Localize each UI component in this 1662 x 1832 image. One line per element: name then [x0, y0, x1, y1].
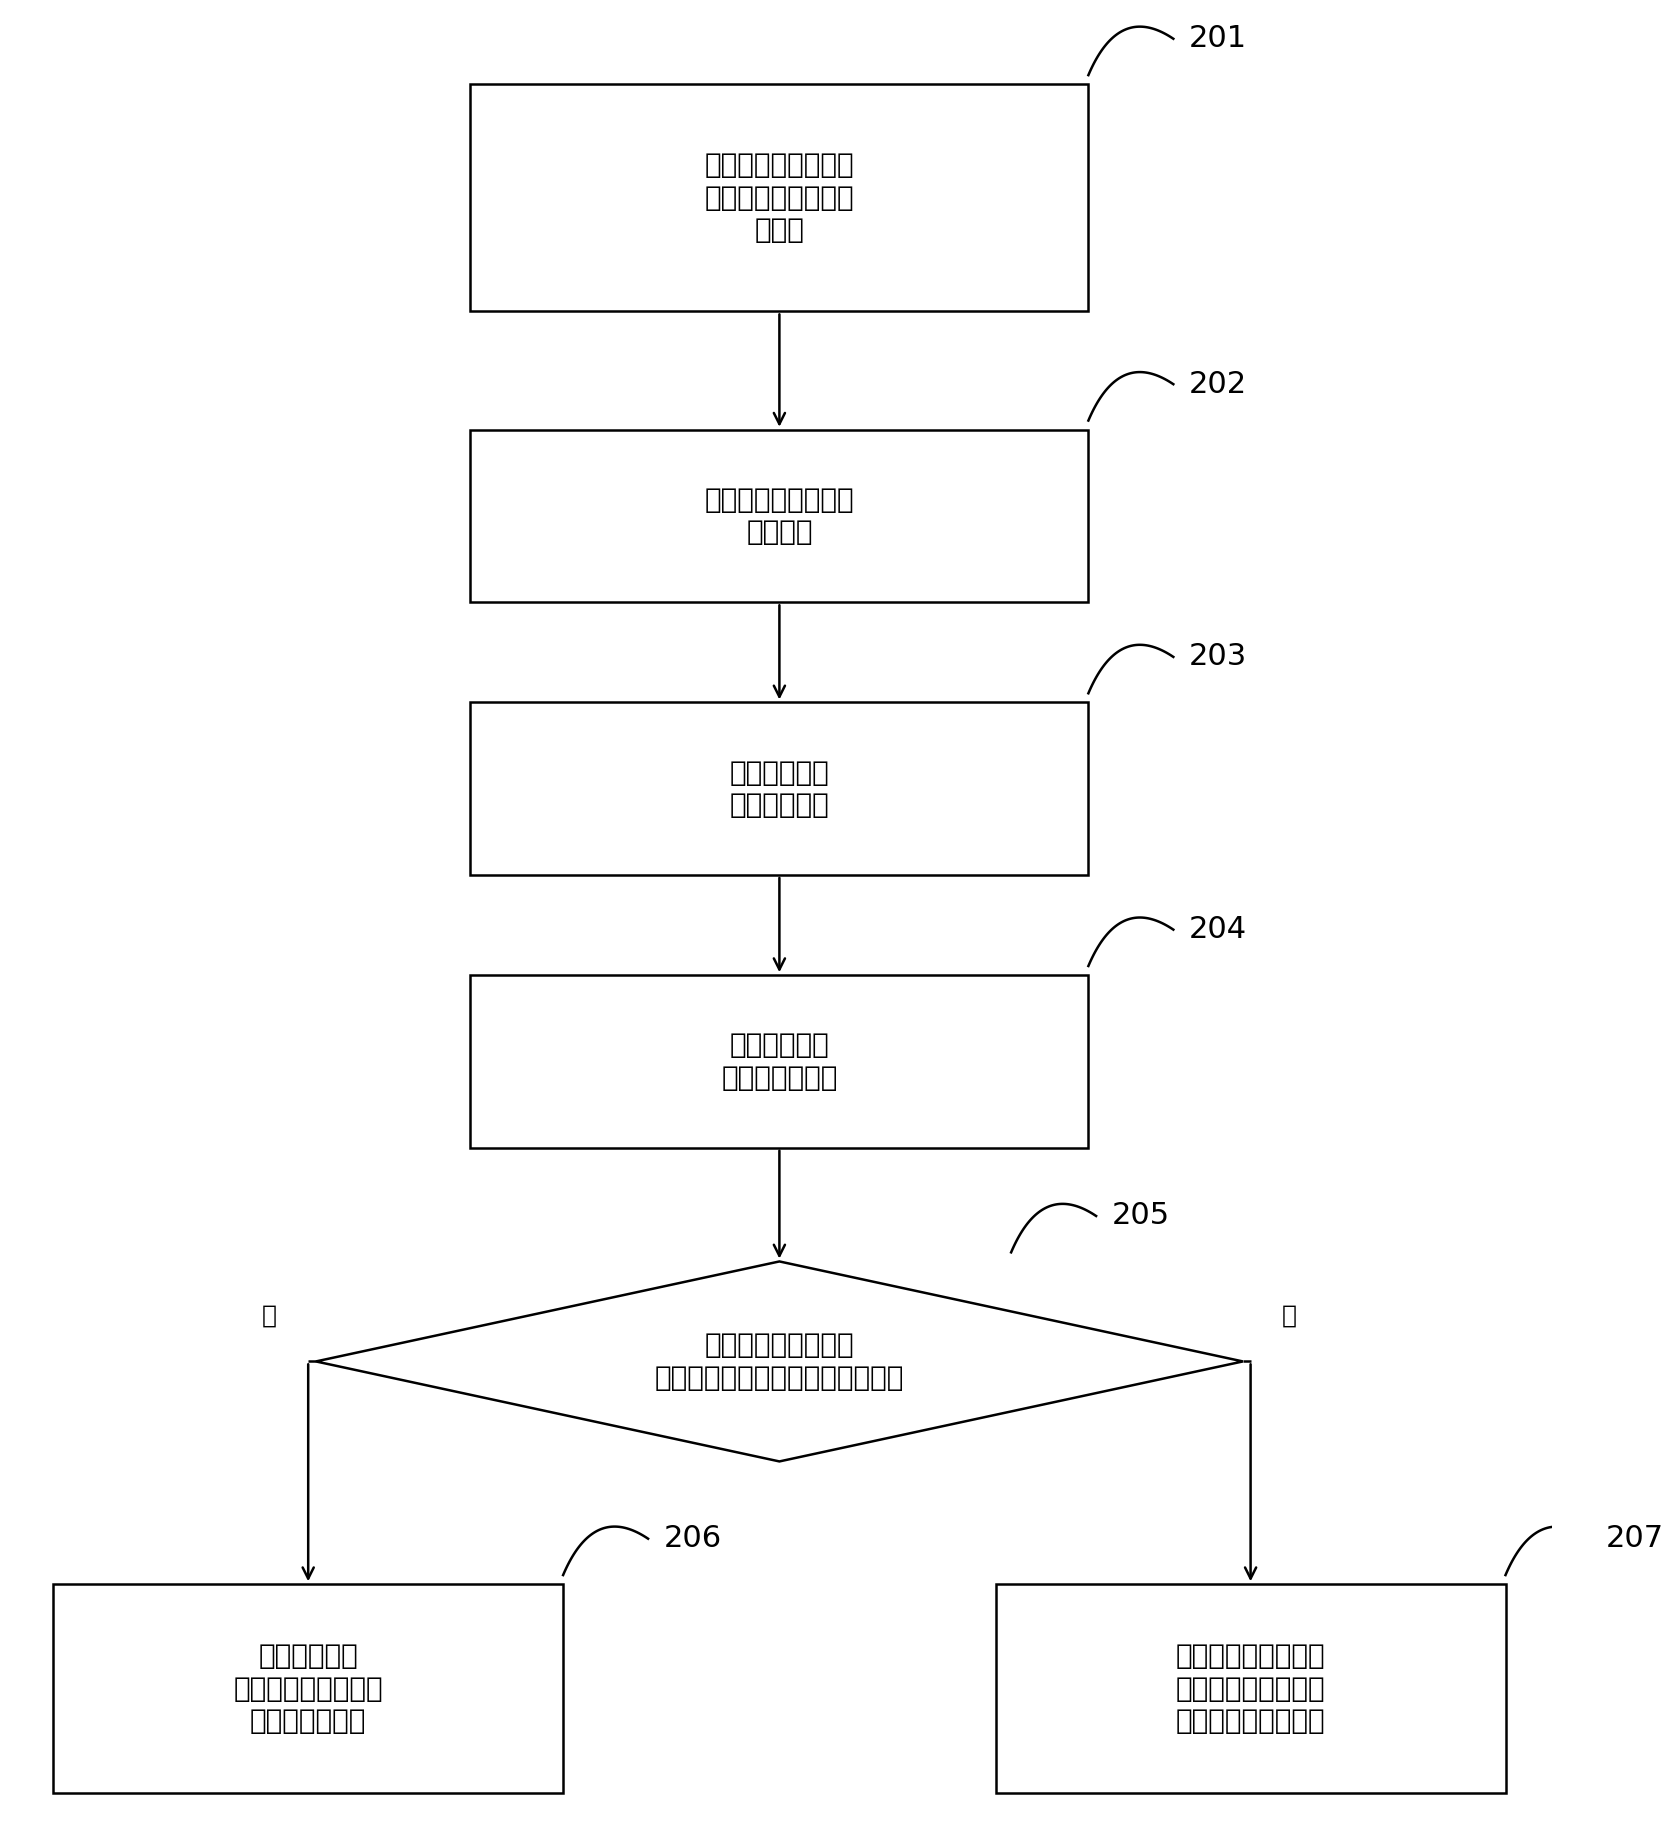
Text: 205: 205	[1112, 1202, 1170, 1231]
Text: 否: 否	[1281, 1304, 1296, 1328]
Text: 204: 204	[1188, 916, 1246, 943]
Polygon shape	[316, 1262, 1243, 1462]
Text: 手机接收用户输入的
关机指令: 手机接收用户输入的 关机指令	[705, 485, 854, 546]
Bar	[470, 702, 1089, 876]
Text: 207: 207	[1605, 1524, 1662, 1554]
Bar	[470, 84, 1089, 311]
Text: 手机提示用户
输入按键指令: 手机提示用户 输入按键指令	[730, 758, 829, 819]
Text: 是: 是	[263, 1304, 278, 1328]
Bar	[470, 975, 1089, 1149]
Text: 用户通过手机提供的
软件界面设置预设按
键指令: 用户通过手机提供的 软件界面设置预设按 键指令	[705, 152, 854, 244]
Text: 202: 202	[1188, 370, 1246, 399]
Text: 手机接收用户
输入的按键指令: 手机接收用户 输入的按键指令	[721, 1031, 838, 1092]
Bar	[53, 1585, 563, 1794]
Text: 206: 206	[663, 1524, 721, 1554]
Bar	[996, 1585, 1506, 1794]
Text: 当用户输入的
按键指令与预设按键
指令相同时关机: 当用户输入的 按键指令与预设按键 指令相同时关机	[233, 1641, 382, 1735]
Text: 201: 201	[1188, 24, 1246, 53]
Text: 手机判断用户输入的
按键指令与预设按键指令是否相同: 手机判断用户输入的 按键指令与预设按键指令是否相同	[655, 1332, 904, 1392]
Text: 当用户输入按键指令
与预设按键指令不同
时进入预设运行状态: 当用户输入按键指令 与预设按键指令不同 时进入预设运行状态	[1175, 1641, 1325, 1735]
Text: 203: 203	[1188, 643, 1246, 671]
Bar	[470, 431, 1089, 603]
